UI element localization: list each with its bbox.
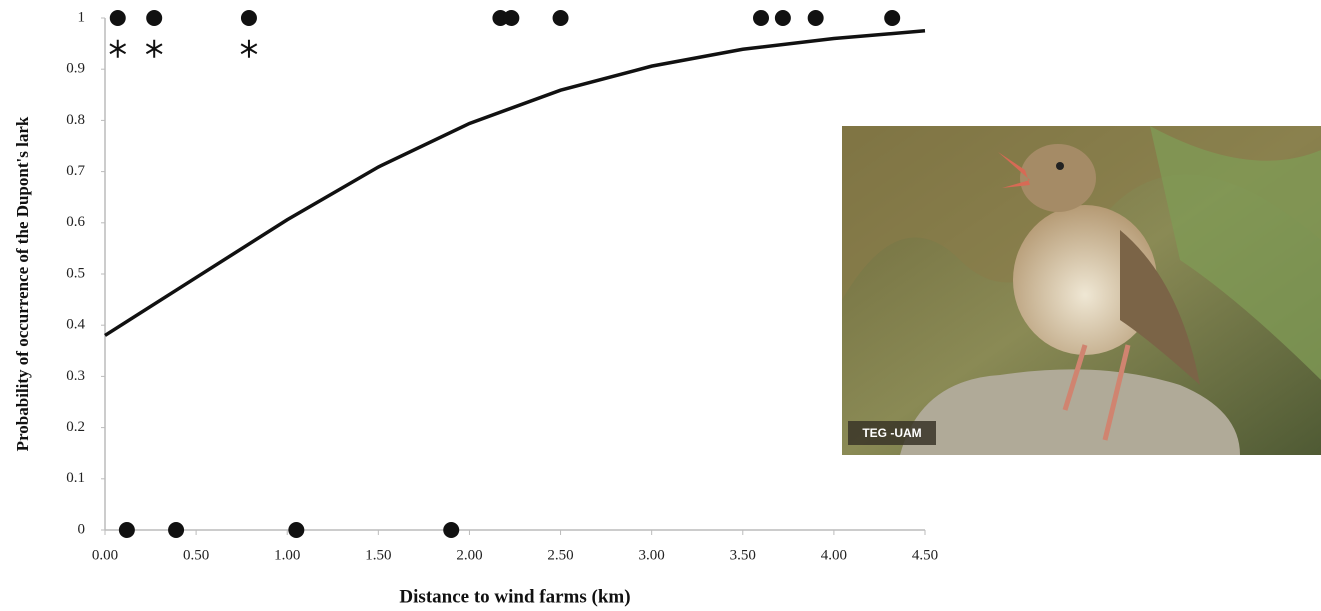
significance-marker [109, 39, 127, 58]
bird-wing [1120, 230, 1200, 385]
rock [900, 369, 1240, 455]
y-tick-label: 0.9 [66, 61, 85, 77]
data-point [807, 10, 824, 26]
data-point [753, 10, 769, 26]
fitted-curve [104, 29, 926, 337]
y-tick-label: 0.8 [66, 112, 85, 128]
data-point [492, 10, 509, 26]
y-tick-label: 1 [78, 9, 86, 25]
x-axis-title: Distance to wind farms (km) [399, 586, 630, 607]
y-tick-label: 0.5 [66, 265, 85, 281]
y-tick-label: 0 [78, 521, 86, 537]
bird-beak [998, 152, 1030, 188]
x-tick-label: 2.00 [456, 547, 482, 563]
significance-marker [240, 39, 258, 58]
data-point [774, 10, 791, 26]
data-point [443, 522, 460, 538]
data-point [146, 10, 163, 26]
credit-box [848, 421, 936, 445]
y-tick-label: 0.3 [66, 368, 85, 384]
bird-legs [1062, 344, 1131, 441]
x-tick-label: 0.50 [183, 547, 209, 563]
x-tick-label: 1.00 [274, 547, 300, 563]
data-point [240, 10, 257, 26]
data-point [552, 10, 569, 26]
foliage [1150, 126, 1321, 380]
data-point [109, 10, 126, 26]
significance-marker [145, 39, 163, 58]
x-tick-label: 4.00 [821, 547, 847, 563]
photo: TEG -UAM [842, 126, 1321, 455]
data-point [118, 522, 135, 538]
y-tick-label: 0.6 [66, 214, 85, 230]
data-point [503, 10, 520, 26]
y-tick-label: 0.7 [66, 163, 85, 179]
x-tick-label: 2.50 [547, 547, 573, 563]
y-axis-title: Probability of occurrence of the Dupont'… [13, 116, 32, 451]
x-tick-label: 1.50 [365, 547, 391, 563]
data-point [288, 522, 305, 538]
x-tick-label: 3.50 [730, 547, 756, 563]
y-tick-label: 0.1 [66, 470, 85, 486]
photo-credit: TEG -UAM [862, 426, 921, 440]
bird-head [1020, 144, 1096, 212]
x-tick-label: 3.00 [639, 547, 665, 563]
y-tick-label: 0.2 [66, 419, 85, 435]
data-point [884, 10, 901, 26]
x-tick-label: 4.50 [912, 547, 938, 563]
x-tick-label: 0.00 [92, 547, 118, 563]
y-tick-label: 0.4 [66, 317, 85, 333]
data-point [168, 522, 185, 538]
bird-eye [1056, 162, 1064, 170]
